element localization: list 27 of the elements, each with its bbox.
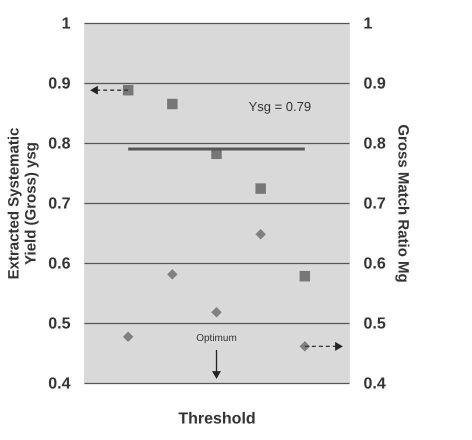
ref-line-label: Ysg = 0.79 bbox=[248, 99, 312, 114]
y-tick-label: 0.6 bbox=[48, 256, 71, 272]
y2-axis-title: Gross Match Ratio Mg bbox=[394, 124, 412, 283]
point bbox=[122, 332, 134, 342]
annotation: Optimum bbox=[196, 333, 237, 344]
point bbox=[255, 228, 266, 240]
y-axis-title: Extracted Systematic Yield (Gross) ysg bbox=[5, 128, 40, 280]
y2-tick-label: 0.8 bbox=[364, 136, 386, 152]
y-tick-label: 1 bbox=[62, 16, 71, 32]
y-tick-label: 0.4 bbox=[48, 376, 71, 392]
y2-tick-label: 1 bbox=[364, 16, 372, 32]
point bbox=[167, 98, 178, 110]
y2-tick-label: 0.7 bbox=[364, 196, 386, 212]
y-tick-label: 0.5 bbox=[48, 316, 71, 332]
y-tick-label: 0.8 bbox=[48, 136, 71, 152]
point bbox=[211, 306, 222, 318]
y2-tick-label: 0.6 bbox=[364, 256, 386, 272]
point bbox=[122, 84, 134, 96]
y-tick-label: 0.9 bbox=[48, 76, 71, 92]
y2-tick-label: 0.5 bbox=[364, 316, 386, 332]
y2-tick-label: 0.9 bbox=[364, 76, 386, 92]
y-tick-label: 0.7 bbox=[48, 196, 71, 212]
point bbox=[255, 183, 266, 194]
point bbox=[300, 270, 310, 282]
y2-tick-label: 0.4 bbox=[364, 376, 386, 392]
x-axis-title: Threshold bbox=[178, 410, 256, 428]
point bbox=[167, 269, 178, 280]
